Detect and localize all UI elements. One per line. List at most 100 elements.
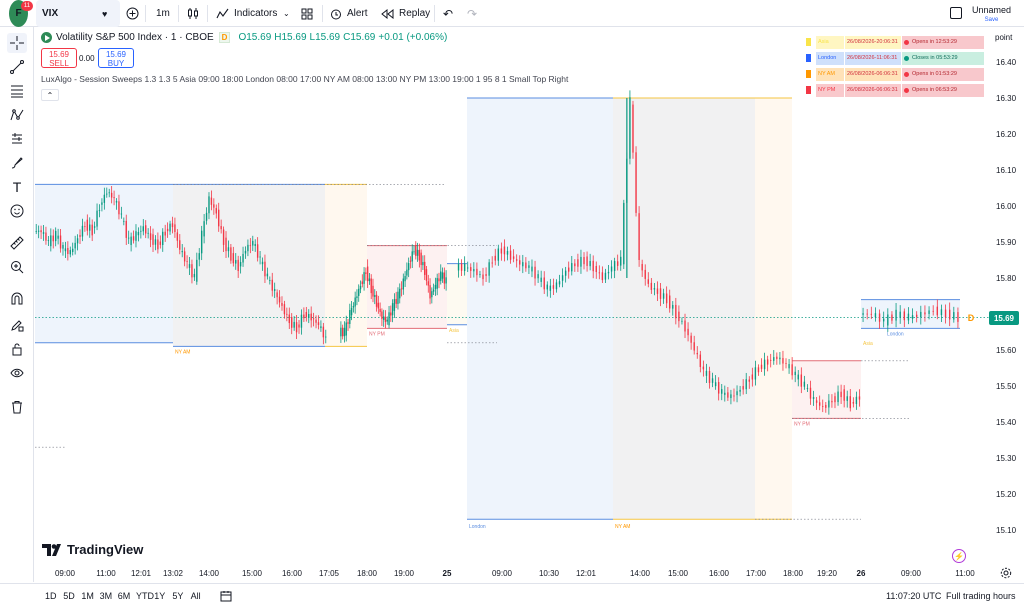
time-axis[interactable]: 09:00 11:00 12:01 13:02 14:00 15:00 16:00 17:05… [35, 563, 989, 583]
status-dot-icon [904, 71, 909, 77]
forecasting-icon[interactable] [7, 129, 27, 149]
candle-body [420, 252, 422, 265]
candle-body [763, 359, 766, 370]
candle-body [580, 256, 582, 267]
candle-type-icon[interactable] [186, 0, 200, 27]
candle-body [852, 402, 855, 404]
candle-body [293, 321, 295, 328]
play-icon[interactable] [41, 32, 52, 43]
candle-body [35, 231, 37, 232]
candle-body [882, 318, 885, 322]
replay-button[interactable]: Replay [381, 0, 430, 27]
symbol-search[interactable]: VIX ♥ [36, 0, 120, 27]
checkbox-icon[interactable] [950, 7, 962, 19]
candle-body [751, 374, 754, 380]
candle-body [782, 358, 784, 364]
candle-body [785, 363, 787, 364]
indicator-legend[interactable]: LuxAlgo - Session Sweeps 1.3 1.3 5 Asia … [41, 74, 569, 84]
candle-body [210, 197, 213, 205]
session-row: NY AM 26/08/2026-06:06:31 Opens in 01:53:2… [806, 66, 984, 82]
sell-button[interactable]: 15.69 SELL [41, 48, 77, 68]
session-label: NY PM [794, 421, 810, 427]
layouts-icon[interactable] [300, 0, 314, 27]
lock-icon[interactable] [7, 339, 27, 359]
range-button[interactable]: 1M [81, 591, 94, 601]
candle-body [858, 396, 861, 400]
candle-body [365, 272, 367, 274]
buy-button[interactable]: 15.69 BUY [98, 48, 134, 68]
low-value: L15.69 [309, 32, 341, 43]
gear-icon[interactable] [1000, 567, 1012, 579]
undo-icon[interactable]: ↶ [443, 6, 454, 21]
brush-icon[interactable] [7, 153, 27, 173]
range-button[interactable]: 1Y [154, 591, 166, 601]
candle-body [803, 381, 806, 387]
notification-badge: 11 [21, 1, 33, 11]
layout-name[interactable]: Unnamed Save [972, 5, 1011, 25]
range-button[interactable]: YTD [136, 591, 154, 601]
range-button[interactable]: 6M [117, 591, 131, 601]
session-status-text: Closes in 05:53:29 [912, 55, 958, 61]
interval-button[interactable]: 1m [156, 8, 170, 19]
trend-line-icon[interactable] [7, 57, 27, 77]
candle-body [249, 245, 252, 247]
range-button[interactable]: All [190, 591, 201, 601]
indicators-button[interactable]: Indicators [216, 0, 277, 27]
utc-clock[interactable]: 11:07:20 UTC [886, 591, 942, 601]
tradingview-logo[interactable]: TradingView [42, 542, 143, 557]
candle-body [924, 312, 926, 315]
lock-pencil-icon[interactable] [7, 315, 27, 335]
candle-body [574, 263, 576, 267]
time-tick-label: 17:05 [319, 569, 340, 578]
candle-body [558, 281, 561, 285]
ruler-icon[interactable] [7, 233, 27, 253]
candle-body [375, 294, 378, 307]
symbol-type-icon[interactable]: ♥ [102, 8, 108, 19]
chart-pane[interactable]: NY AM NY PM London NY AM NY PM London Asia Asia [35, 28, 989, 563]
candle-body [269, 280, 271, 281]
collapse-legend-icon[interactable]: ⌃ [41, 89, 59, 101]
symbol-title[interactable]: Volatility S&P 500 Index · 1 · CBOE [56, 32, 214, 43]
range-button[interactable]: 5Y [172, 591, 184, 601]
price-axis[interactable]: 16.4016.3016.2016.1016.0015.9015.8015.70… [989, 28, 1024, 563]
candle-body [67, 248, 69, 254]
trading-hours-toggle[interactable]: Full trading hours [946, 591, 1016, 601]
crosshair-icon[interactable] [7, 33, 27, 53]
range-button[interactable]: 5D [63, 591, 75, 601]
candle-body [205, 212, 208, 221]
session-color-swatch [806, 54, 811, 62]
redo-icon[interactable]: ↷ [467, 6, 478, 21]
chart-canvas[interactable]: NY AM NY PM London NY AM NY PM London Asia Asia [35, 28, 989, 563]
candle-body [601, 272, 604, 281]
candle-body [730, 394, 732, 399]
candle-body [239, 262, 242, 267]
session-status: Closes in 05:53:29 [902, 51, 984, 65]
candle-body [866, 313, 868, 315]
time-tick-label: 11:00 [96, 569, 116, 578]
candle-body [54, 230, 57, 242]
candle-body [110, 192, 113, 198]
fib-retracement-icon[interactable] [7, 81, 27, 101]
compare-add-icon[interactable] [124, 0, 140, 27]
candle-body [441, 272, 444, 279]
emoji-icon[interactable] [7, 201, 27, 221]
candle-body [552, 285, 555, 289]
pattern-icon[interactable] [7, 105, 27, 125]
chevron-down-icon[interactable]: ⌄ [283, 9, 290, 18]
range-button[interactable]: 1D [45, 591, 57, 601]
candle-body [169, 223, 171, 232]
zoom-in-icon[interactable] [7, 257, 27, 277]
trash-icon[interactable] [7, 397, 27, 417]
save-label[interactable]: Save [984, 17, 999, 23]
dividend-marker[interactable]: D [967, 313, 975, 323]
calendar-range-icon[interactable] [220, 584, 232, 607]
candle-body [434, 284, 437, 290]
lightning-icon[interactable]: ⚡ [952, 549, 966, 563]
range-button[interactable]: 3M [99, 591, 113, 601]
text-icon[interactable]: T [12, 179, 22, 195]
eye-icon[interactable] [7, 363, 27, 383]
candle-body [770, 359, 772, 361]
alert-button[interactable]: Alert [330, 0, 368, 27]
magnet-icon[interactable] [7, 289, 27, 309]
candle-body [429, 285, 431, 299]
